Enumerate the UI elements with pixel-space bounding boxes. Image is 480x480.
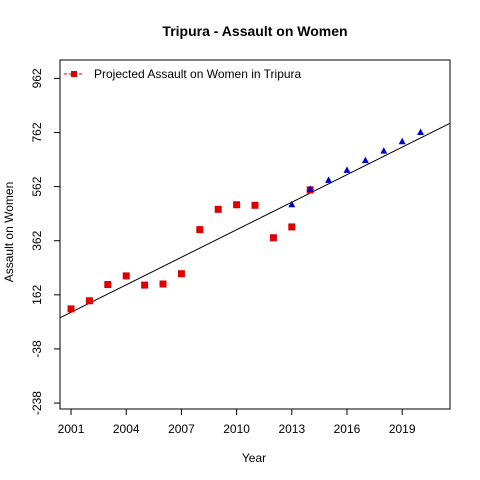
- projected-point-2013: [288, 200, 296, 208]
- observed-point-2007: [177, 270, 185, 278]
- legend-marker: [71, 71, 77, 77]
- y-tick-label-562: 562: [30, 176, 44, 196]
- x-axis: 2001 2004 2007 2010 2013 2016 2019: [58, 409, 416, 436]
- observed-point-2001: [67, 305, 75, 313]
- projected-point-2019: [398, 137, 406, 145]
- x-tick-label-2004: 2004: [113, 422, 140, 436]
- plot-frame: [59, 59, 451, 410]
- x-tick-label-2007: 2007: [168, 422, 195, 436]
- x-tick-label-2001: 2001: [58, 422, 85, 436]
- observed-point-2013: [288, 223, 296, 231]
- observed-point-2003: [104, 281, 112, 289]
- trend-line: [59, 122, 451, 319]
- projected-point-2018: [380, 147, 388, 154]
- y-tick-label--238: -238: [30, 391, 44, 415]
- chart-title: Tripura - Assault on Women: [162, 23, 347, 39]
- observed-point-2011: [251, 201, 259, 209]
- y-tick-label-962: 962: [30, 68, 44, 88]
- legend-entry-label: Projected Assault on Women in Tripura: [94, 67, 302, 81]
- x-tick-label-2016: 2016: [334, 422, 361, 436]
- projected-point-2015: [325, 176, 333, 183]
- x-axis-label: Year: [242, 451, 266, 465]
- observed-point-2005: [141, 281, 149, 289]
- x-tick-label-2010: 2010: [223, 422, 250, 436]
- observed-point-2002: [85, 297, 93, 305]
- observed-point-2010: [233, 201, 241, 209]
- observed-point-2012: [269, 234, 277, 242]
- y-tick-label--38: -38: [30, 340, 44, 358]
- observed-point-2009: [214, 205, 222, 213]
- projected-point-2017: [361, 156, 369, 164]
- y-tick-label-162: 162: [30, 284, 44, 304]
- y-tick-label-362: 362: [30, 230, 44, 250]
- legend: Projected Assault on Women in Tripura: [64, 67, 302, 81]
- y-axis-label: Assault on Women: [2, 182, 16, 283]
- projected-point-2020: [417, 128, 425, 136]
- observed-point-2008: [196, 226, 204, 234]
- projected-point-2016: [343, 166, 351, 173]
- trend-line-group: [59, 122, 451, 319]
- observed-point-2004: [122, 272, 130, 280]
- x-tick-label-2019: 2019: [389, 422, 416, 436]
- x-tick-label-2013: 2013: [278, 422, 305, 436]
- y-tick-label-762: 762: [30, 122, 44, 142]
- y-axis: -238 -38 162 362 562 762 962: [30, 68, 60, 415]
- data-points: [67, 128, 425, 313]
- observed-point-2006: [159, 280, 167, 288]
- projected-point-2014: [306, 185, 314, 192]
